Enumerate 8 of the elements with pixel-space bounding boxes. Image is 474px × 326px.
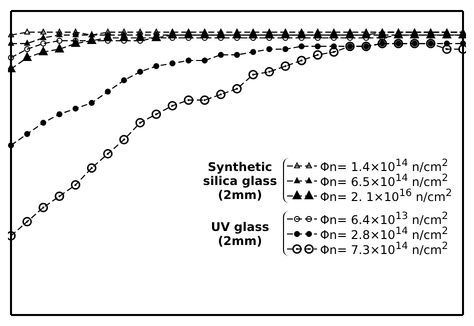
legend-label: Φn= 6.5×10$^{14}$ n/cm$^{2}$ — [320, 172, 448, 188]
annotation: UV glass (2mm) — [210, 220, 270, 248]
legend-label: Φn= 2. 1×10$^{16}$ n/cm$^{2}$ — [320, 188, 452, 204]
legend-label: Φn= 6.4×10$^{13}$ n/cm$^{2}$ — [320, 210, 448, 226]
annotation: Synthetic silica glass (2mm) — [202, 160, 278, 202]
legend-label: Φn= 7.3×10$^{14}$ n/cm$^{2}$ — [320, 240, 448, 256]
legend-label: Φn= 2.8×10$^{14}$ n/cm$^{2}$ — [320, 226, 448, 242]
legend-label: Φn= 1.4×10$^{14}$ n/cm$^{2}$ — [320, 158, 448, 174]
